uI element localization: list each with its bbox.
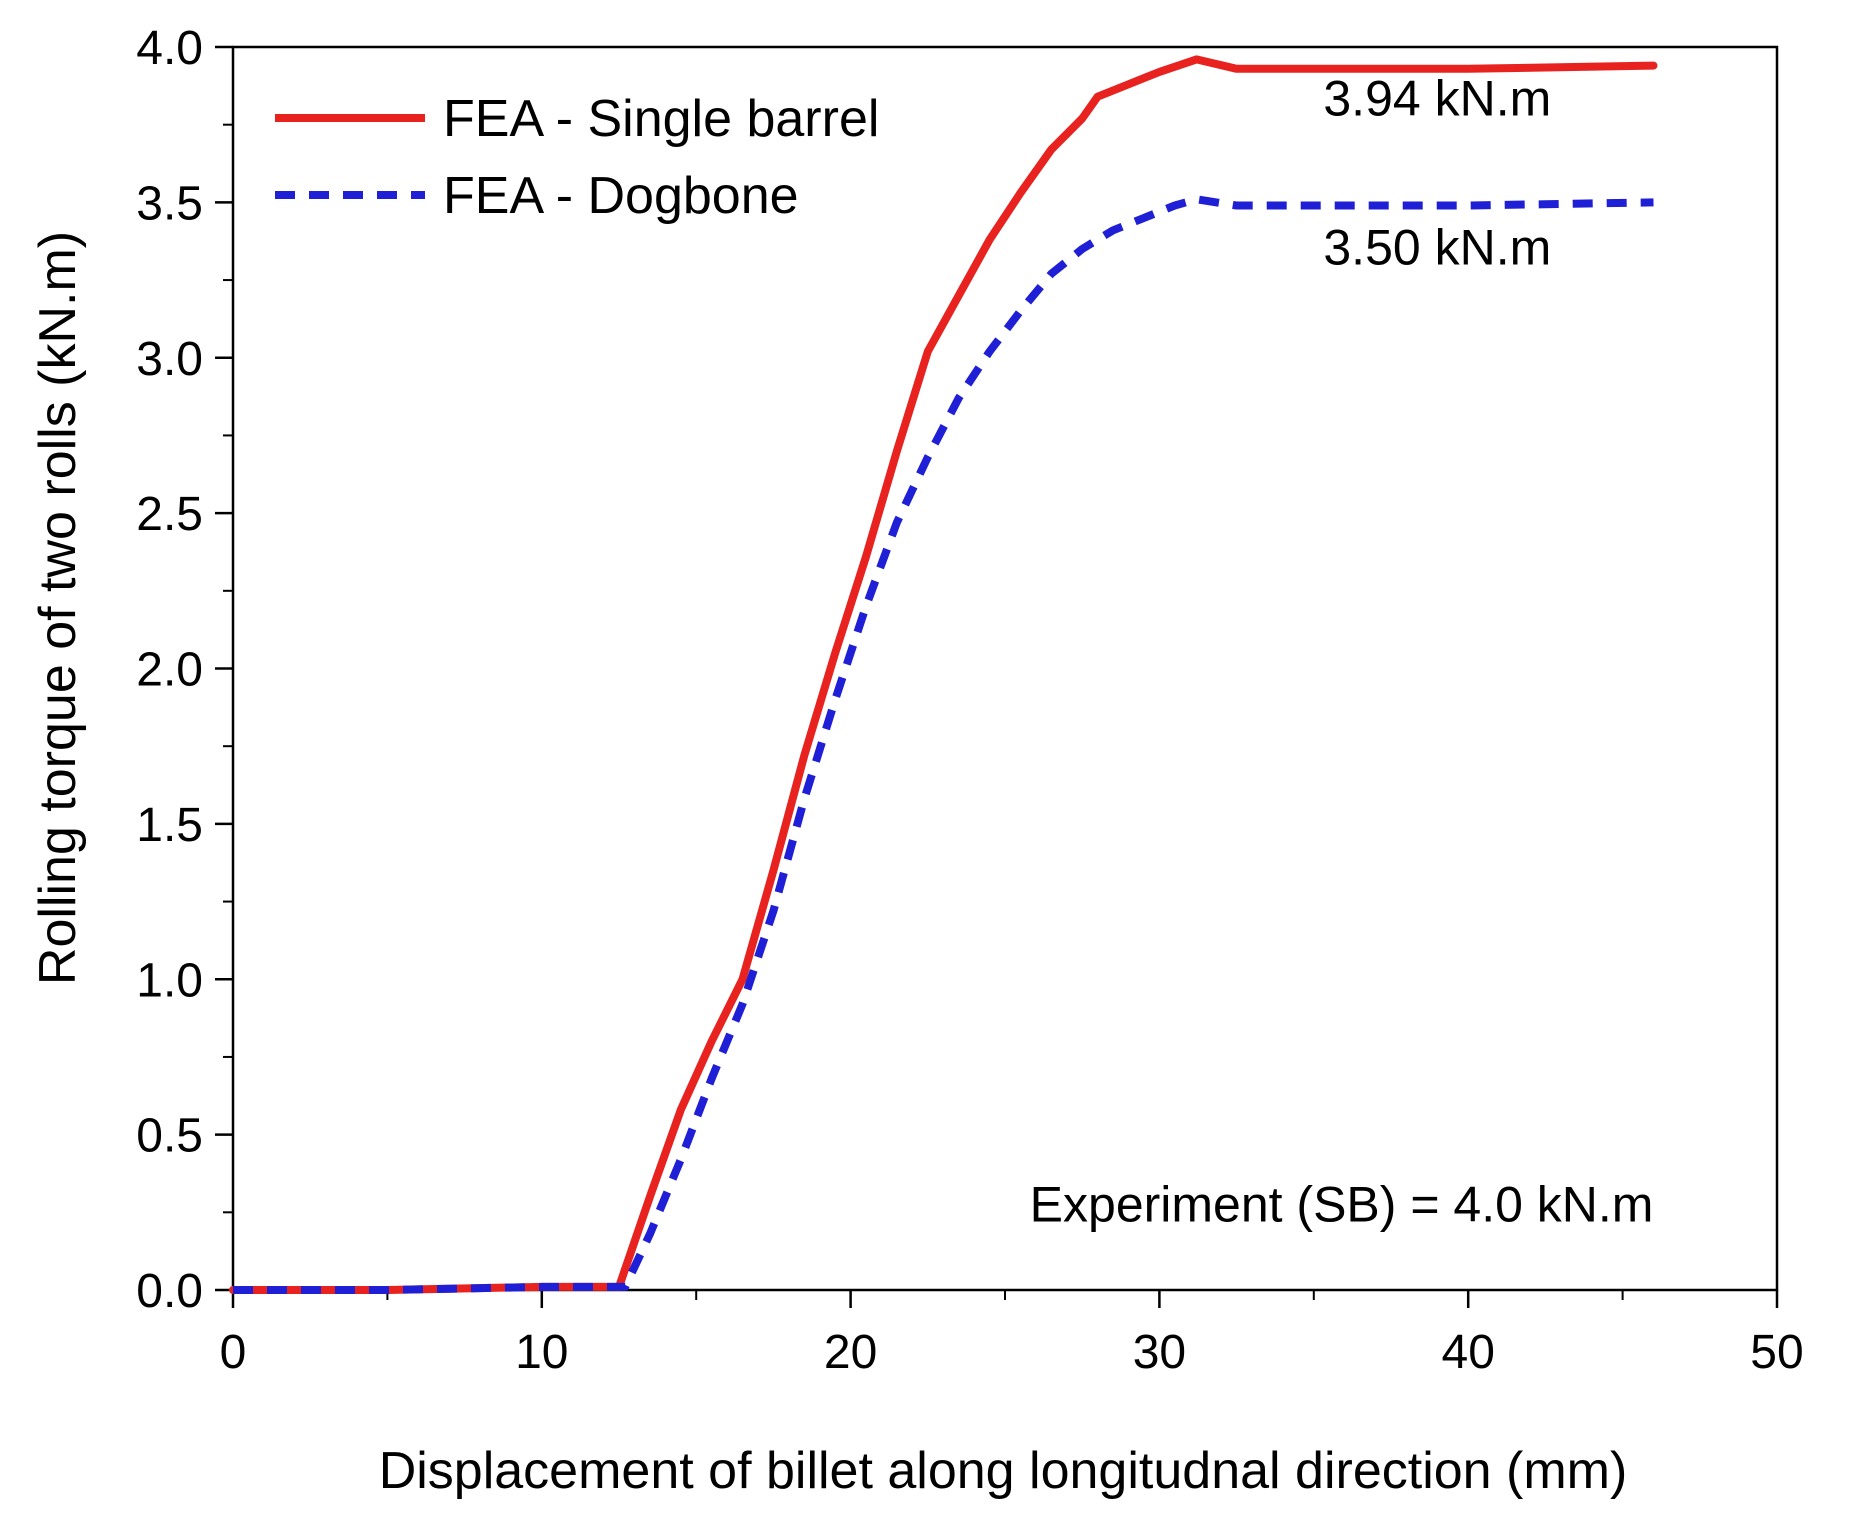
series-layer [229,55,1658,1294]
x-tick-label: 50 [1750,1326,1803,1379]
y-tick-label: 0.5 [136,1110,203,1163]
annotation-1: 3.94 kN.m [1323,70,1551,126]
y-tick-label: 0.0 [136,1265,203,1318]
axis-tick-labels: 0 10 20 30 40 50 0.0 0.5 1.0 1.5 2.0 2.5 3.0 3.5 4.0 [136,22,1803,1379]
y-tick-label: 4.0 [136,22,203,75]
legend: FEA - Single barrel FEA - Dogbone [275,90,879,225]
x-tick-label: 20 [824,1326,877,1379]
annotations: 3.94 kN.m 3.50 kN.m Experiment (SB) = 4.0 … [1030,70,1654,1232]
y-tick-label: 2.0 [136,644,203,697]
y-axis-title: Rolling torque of two rolls (kN.m) [29,231,87,985]
x-tick-label: 30 [1133,1326,1186,1379]
y-tick-label: 3.5 [136,177,203,230]
x-tick-label: 0 [220,1326,247,1379]
y-tick-label: 3.0 [136,333,203,386]
y-tick-label: 2.5 [136,488,203,541]
x-tick-label: 10 [515,1326,568,1379]
y-tick-label: 1.0 [136,954,203,1007]
x-tick-label: 40 [1442,1326,1495,1379]
annotation-3: Experiment (SB) = 4.0 kN.m [1030,1177,1654,1233]
x-axis-title: Displacement of billet along longitudnal… [379,1442,1628,1500]
legend-label-single-barrel: FEA - Single barrel [443,90,879,148]
series-line-dogbone [233,195,1654,1294]
y-tick-label: 1.5 [136,799,203,852]
legend-label-dogbone: FEA - Dogbone [443,167,799,225]
annotation-2: 3.50 kN.m [1323,220,1551,276]
series-line-single-barrel [229,55,1658,1294]
